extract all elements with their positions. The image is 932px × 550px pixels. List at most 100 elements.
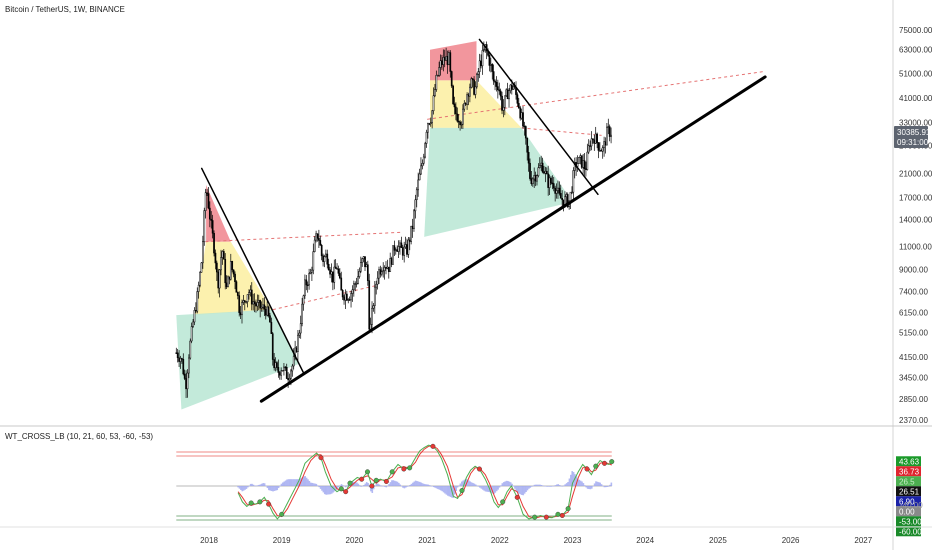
- histogram-bar: [290, 479, 293, 486]
- histogram-bar: [275, 486, 277, 491]
- histogram-bar: [511, 483, 513, 486]
- candle-body: [371, 307, 373, 325]
- candle-body: [559, 193, 562, 199]
- histogram-bar: [584, 485, 586, 486]
- cross-dot: [369, 483, 375, 489]
- candle-body: [443, 57, 446, 61]
- wavetrend-main-line: [237, 444, 613, 520]
- support-line[interactable]: [259, 75, 767, 403]
- candle-body: [290, 370, 292, 379]
- histogram-bar: [252, 484, 255, 486]
- candle-body: [285, 366, 288, 379]
- histogram-bar: [603, 486, 606, 488]
- cross-dot: [266, 501, 272, 507]
- zone-red: [430, 41, 477, 81]
- histogram-bar: [284, 480, 287, 486]
- candle-body: [312, 251, 315, 271]
- histogram-bar: [509, 482, 512, 486]
- histogram-bar: [241, 486, 244, 492]
- time-axis[interactable]: 2018 2019 2020 2021 2022 2023 2024 2025 2026 2027: [200, 536, 873, 545]
- candle-body: [297, 334, 299, 352]
- candle-body: [311, 269, 313, 273]
- histogram-bar: [507, 480, 509, 486]
- candle-body: [182, 358, 185, 375]
- candle-body: [332, 271, 334, 283]
- price-tick-label: 14000.00: [899, 215, 932, 224]
- candle-body: [320, 245, 323, 257]
- candle-body: [428, 123, 431, 125]
- candle-body: [530, 178, 533, 184]
- candle-body: [298, 332, 301, 336]
- value-badge: [896, 456, 921, 467]
- histogram-bar: [389, 482, 392, 486]
- chart-title[interactable]: Bitcoin / TetherUS, 1W, BINANCE: [5, 5, 125, 14]
- histogram-bar: [563, 485, 565, 486]
- price-axis[interactable]: 75000.00 63000.00 51000.00 41000.00 33000.00…: [899, 26, 932, 425]
- histogram-bar: [407, 485, 410, 487]
- candle-body: [201, 241, 204, 264]
- candle-body: [603, 141, 605, 148]
- candle-body: [436, 75, 439, 77]
- downtrend-2018-line[interactable]: [200, 167, 305, 374]
- candle-body: [204, 192, 207, 211]
- candle-body: [308, 273, 310, 286]
- candle-body: [231, 261, 234, 271]
- cross-dot: [343, 489, 349, 495]
- candle-body: [362, 256, 365, 259]
- resistance-upper-line[interactable]: [427, 70, 766, 120]
- candle-body: [608, 126, 611, 137]
- histogram-bar: [336, 486, 339, 489]
- candle-body: [490, 64, 492, 66]
- downtrend-2021-line[interactable]: [478, 38, 599, 196]
- indicator-title[interactable]: WT_CROSS_LB (10, 21, 60, 53, -60, -53): [5, 432, 153, 441]
- candle-body: [569, 191, 572, 201]
- value-badge-text: 36.73: [899, 467, 920, 476]
- candle-body: [190, 326, 193, 342]
- candle-body: [257, 300, 260, 303]
- candle-body: [259, 300, 262, 309]
- candle-body: [593, 139, 596, 144]
- candle-body: [600, 150, 603, 152]
- indicator-pane[interactable]: [176, 443, 615, 521]
- candle-body: [195, 310, 197, 312]
- candle-body: [594, 133, 597, 144]
- candle-body: [558, 187, 561, 194]
- candle-body: [455, 106, 457, 115]
- histogram-bar: [400, 486, 403, 487]
- candle-body: [189, 340, 192, 359]
- candle-body: [403, 246, 406, 256]
- candle-body: [502, 107, 505, 111]
- histogram-bar: [291, 479, 294, 486]
- histogram-bar: [391, 480, 393, 486]
- candle-body: [589, 145, 591, 147]
- histogram-bar: [371, 486, 374, 493]
- value-badge-text: -53.00: [899, 517, 922, 526]
- histogram-bar: [406, 486, 409, 487]
- histogram-bar: [367, 483, 369, 486]
- price-pane[interactable]: [175, 38, 767, 410]
- candle-body: [372, 305, 375, 309]
- price-tick-label: 7400.00: [899, 287, 928, 296]
- time-tick-label: 2027: [854, 536, 872, 545]
- candle-body: [453, 103, 456, 108]
- candle-body: [393, 245, 396, 251]
- candle-body: [178, 357, 180, 362]
- histogram-bar: [259, 484, 262, 486]
- cross-dot: [559, 512, 565, 518]
- histogram-bar: [597, 482, 600, 486]
- candle-body: [459, 121, 461, 126]
- resistance-right-line[interactable]: [521, 127, 602, 136]
- histogram-bar: [474, 484, 477, 486]
- candle-body: [326, 253, 329, 265]
- price-tick-label: 51000.00: [899, 70, 932, 79]
- candle-body: [339, 273, 341, 279]
- histogram-bar: [323, 486, 326, 495]
- cross-dot: [338, 486, 344, 492]
- histogram-bar: [553, 485, 555, 487]
- candle-body: [396, 249, 399, 252]
- histogram-bar: [554, 485, 557, 486]
- histogram-bar: [445, 486, 448, 495]
- histogram-bar: [537, 484, 540, 486]
- candle-body: [327, 263, 330, 271]
